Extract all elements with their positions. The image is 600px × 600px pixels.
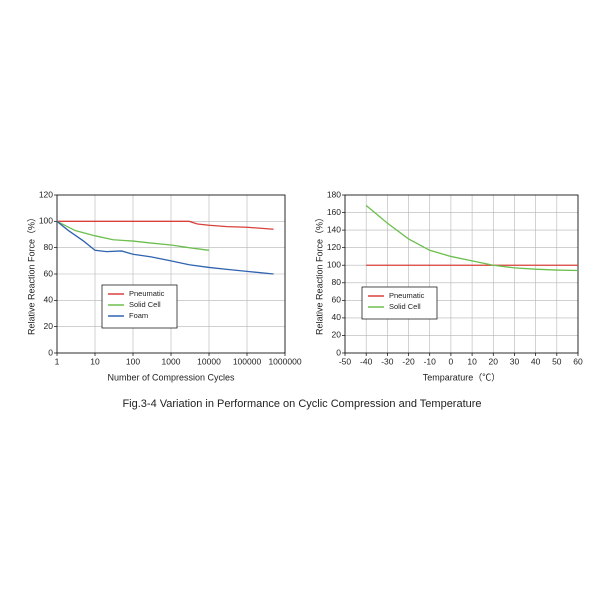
y-tick-label: 160 [327, 207, 341, 217]
x-tick-label: 50 [552, 356, 562, 366]
legend-label: Solid Cell [389, 302, 421, 311]
y-tick-label: 80 [332, 277, 342, 287]
x-tick-label: 10 [467, 356, 477, 366]
y-tick-label: 20 [332, 330, 342, 340]
y-axis-label: Relative Reaction Force（%） [314, 213, 324, 335]
y-tick-label: 100 [327, 259, 341, 269]
y-tick-label: 40 [332, 312, 342, 322]
plot-frame [56, 194, 286, 354]
x-tick-label: 0 [449, 356, 454, 366]
x-tick-label: 100000 [233, 356, 262, 366]
y-tick-label: 120 [327, 242, 341, 252]
x-tick-label: 10000 [197, 356, 221, 366]
legend-label: Pneumatic [389, 291, 425, 300]
y-tick-label: 140 [327, 224, 341, 234]
series-line [56, 220, 274, 275]
y-axis-label: Relative Reaction Force（%） [26, 213, 36, 335]
legend-label: Solid Cell [129, 300, 161, 309]
y-tick-label: 0 [48, 347, 53, 357]
y-tick-label: 40 [44, 295, 54, 305]
y-tick-label: 80 [44, 242, 54, 252]
legend-label: Foam [129, 311, 148, 320]
series-line [365, 205, 579, 272]
y-tick-label: 0 [336, 347, 341, 357]
caption: Fig.3-4 Variation in Performance on Cycl… [122, 398, 481, 410]
x-tick-label: 10 [90, 356, 100, 366]
x-tick-label: 1000000 [268, 356, 301, 366]
x-tick-label: 40 [531, 356, 541, 366]
x-tick-label: -30 [381, 356, 394, 366]
x-tick-label: 1000 [162, 356, 181, 366]
plot-frame [344, 194, 579, 354]
x-tick-label: 30 [510, 356, 520, 366]
x-axis-label: Temparature（℃） [423, 372, 501, 382]
legend-box [101, 284, 178, 329]
legend-box [361, 286, 438, 320]
x-tick-label: -40 [360, 356, 373, 366]
x-tick-label: -50 [339, 356, 352, 366]
x-tick-label: 60 [573, 356, 583, 366]
series-line [56, 220, 210, 251]
x-tick-label: -20 [402, 356, 415, 366]
x-axis-label: Number of Compression Cycles [107, 372, 235, 382]
y-tick-label: 60 [44, 268, 54, 278]
x-tick-label: 20 [489, 356, 499, 366]
x-tick-label: -10 [424, 356, 437, 366]
y-tick-label: 120 [39, 189, 53, 199]
y-tick-label: 20 [44, 321, 54, 331]
y-tick-label: 60 [332, 295, 342, 305]
y-tick-label: 180 [327, 189, 341, 199]
legend-label: Pneumatic [129, 289, 165, 298]
x-tick-label: 100 [126, 356, 140, 366]
series-line [57, 220, 274, 230]
y-tick-label: 100 [39, 216, 53, 226]
x-tick-label: 1 [55, 356, 60, 366]
